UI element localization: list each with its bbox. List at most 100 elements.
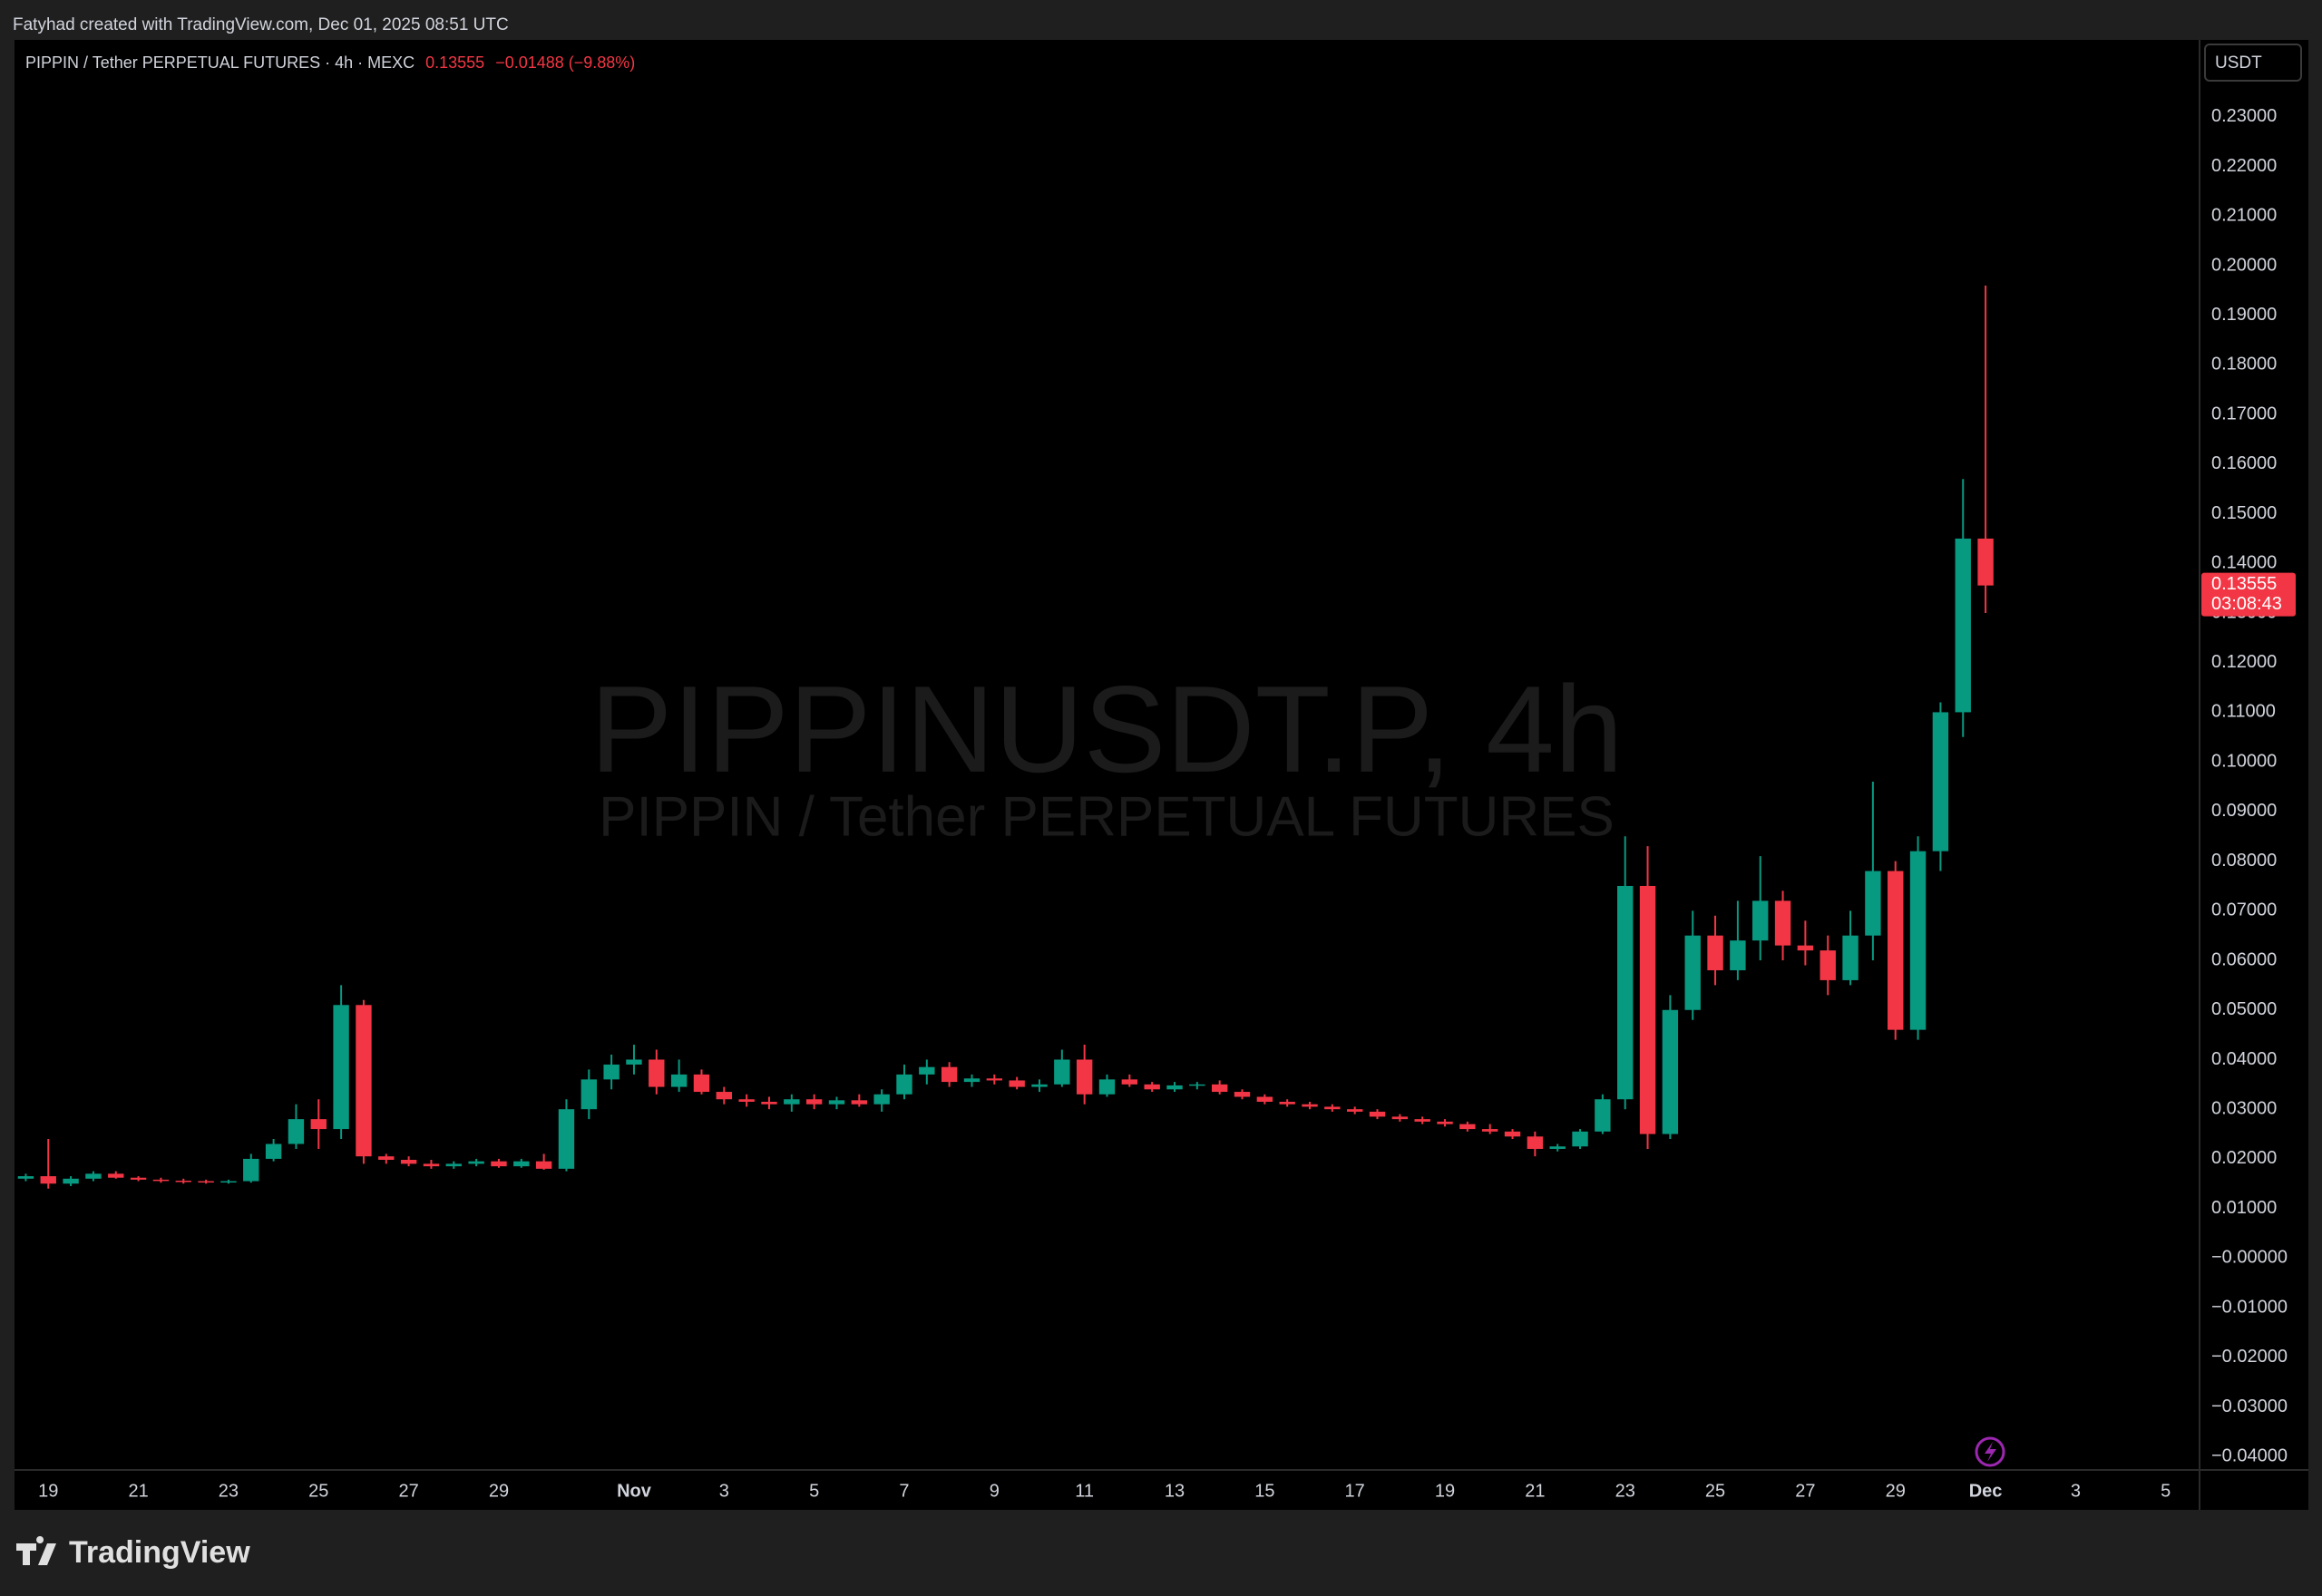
candle-body	[1774, 900, 1791, 946]
brand-logo	[16, 1536, 56, 1565]
candle-body	[1595, 1099, 1611, 1132]
symbol-title: PIPPIN / Tether PERPETUAL FUTURES · 4h ·…	[25, 54, 635, 72]
x-tick-label: 13	[1165, 1481, 1185, 1501]
y-tick-label: 0.10000	[2211, 751, 2277, 771]
candle-body	[1144, 1084, 1160, 1090]
candle-body	[1166, 1085, 1183, 1090]
currency-button[interactable]	[2204, 44, 2302, 82]
y-tick-label: 0.18000	[2211, 355, 2277, 375]
candle-body	[1888, 871, 1904, 1030]
candle-body	[738, 1099, 755, 1102]
candle-body	[1098, 1079, 1116, 1095]
candle-body	[491, 1161, 507, 1167]
candle-body	[1234, 1092, 1251, 1097]
candle-body	[1054, 1059, 1070, 1085]
candle-body	[963, 1078, 981, 1083]
y-tick-label: 0.02000	[2211, 1148, 2277, 1168]
candle-body	[851, 1100, 868, 1105]
y-tick-label: 0.12000	[2211, 652, 2277, 672]
x-tick-label: Nov	[617, 1481, 652, 1501]
candle-body	[1865, 871, 1881, 936]
x-tick-label: Dec	[1969, 1481, 2003, 1501]
candle-body	[1121, 1079, 1138, 1085]
candle-body	[784, 1099, 800, 1105]
x-tick-label: 25	[1705, 1481, 1725, 1501]
y-tick-label: −0.01000	[2211, 1297, 2288, 1317]
candle-body	[265, 1143, 282, 1159]
candle-body	[1482, 1129, 1498, 1132]
y-tick-label: 0.14000	[2211, 553, 2277, 573]
candle-body	[468, 1161, 484, 1164]
candle-body	[603, 1064, 620, 1080]
plot-area	[15, 40, 2200, 1470]
y-tick-label: 0.07000	[2211, 900, 2277, 920]
candle-body	[558, 1109, 575, 1169]
x-tick-label: 23	[219, 1481, 239, 1501]
candle-body	[1391, 1116, 1409, 1120]
x-tick-label: 7	[899, 1481, 909, 1501]
events-icon[interactable]	[1975, 1436, 2005, 1467]
x-tick-label: 5	[2161, 1481, 2171, 1501]
candle-body	[108, 1173, 124, 1178]
y-tick-label: 0.04000	[2211, 1049, 2277, 1069]
candle-body	[1504, 1131, 1521, 1137]
candle-body	[1324, 1106, 1341, 1110]
x-tick-label: 21	[1525, 1481, 1545, 1501]
attribution: Fatyhad created with TradingView.com, De…	[13, 15, 509, 34]
candle-body	[513, 1161, 530, 1167]
candle-body	[716, 1092, 732, 1100]
countdown-label: 03:08:43	[2211, 594, 2282, 614]
brand-name: TradingView	[69, 1535, 250, 1570]
y-tick-label: 0.08000	[2211, 851, 2277, 871]
candle-body	[1256, 1096, 1273, 1102]
y-tick-label: 0.03000	[2211, 1098, 2277, 1118]
candle-body	[1459, 1124, 1476, 1130]
x-tick-label: 3	[2071, 1481, 2081, 1501]
candle-body	[1076, 1059, 1093, 1095]
y-tick-label: 0.15000	[2211, 503, 2277, 523]
y-tick-label: 0.01000	[2211, 1198, 2277, 1218]
y-tick-label: 0.06000	[2211, 949, 2277, 969]
candle-body	[896, 1074, 912, 1095]
y-tick-label: 0.05000	[2211, 999, 2277, 1019]
y-tick-label: −0.03000	[2211, 1396, 2288, 1416]
candle-body	[333, 1005, 349, 1130]
events-icon-bolt	[1985, 1442, 1996, 1462]
y-tick-label: 0.17000	[2211, 404, 2277, 423]
candle-body	[400, 1160, 417, 1164]
candle-body	[130, 1177, 147, 1180]
candle-body	[1302, 1104, 1318, 1107]
last-price: 0.13555	[425, 54, 484, 72]
watermark: PIPPINUSDT.P, 4h	[590, 660, 1624, 798]
price-change: −0.01488 (−9.88%)	[495, 54, 635, 72]
x-tick-label: 19	[38, 1481, 58, 1501]
candle-body	[378, 1156, 395, 1161]
x-tick-label: 11	[1075, 1481, 1094, 1501]
candle-body	[1730, 940, 1746, 970]
candle-body	[243, 1158, 259, 1182]
price-axis	[2200, 40, 2308, 1470]
candle-body	[198, 1181, 214, 1183]
currency-label[interactable]: USDT	[2215, 54, 2262, 73]
candle-body	[1437, 1121, 1453, 1124]
candle-body	[535, 1161, 552, 1169]
candle-body	[40, 1176, 56, 1184]
candle-body	[1527, 1136, 1544, 1149]
candle-body	[986, 1078, 1003, 1081]
y-tick-label: 0.21000	[2211, 206, 2277, 226]
last-price-tag	[2201, 572, 2296, 617]
candle-body	[580, 1079, 597, 1110]
candle-body	[828, 1100, 845, 1105]
candle-body	[1684, 935, 1701, 1010]
candle-body	[919, 1066, 935, 1075]
y-tick-label: 0.20000	[2211, 255, 2277, 275]
y-tick-label: −0.04000	[2211, 1446, 2288, 1466]
watermark-subtitle: PIPPIN / Tether PERPETUAL FUTURES	[599, 785, 1615, 848]
candle-body	[1842, 935, 1859, 980]
candle-body	[1932, 712, 1949, 852]
candle-body	[1031, 1084, 1048, 1087]
candle-body	[1211, 1084, 1228, 1093]
y-tick-label: 0.23000	[2211, 106, 2277, 126]
candle-body	[175, 1180, 191, 1182]
